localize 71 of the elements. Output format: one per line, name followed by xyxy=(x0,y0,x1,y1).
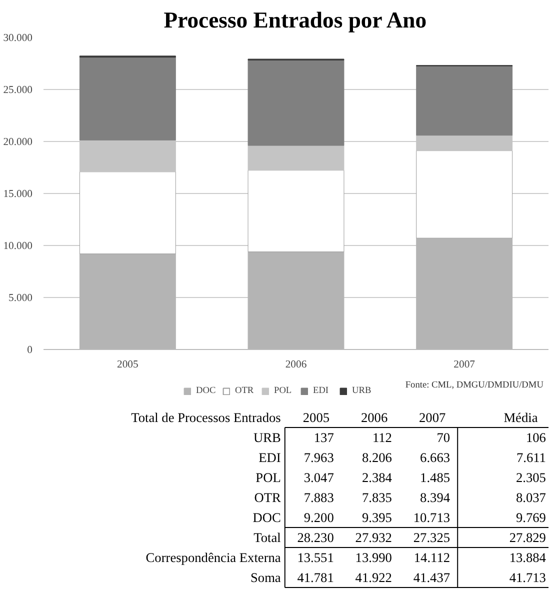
bar xyxy=(79,172,176,254)
legend-label: EDI xyxy=(313,386,330,396)
source-note: Fonte: CML, DMGU/DMDIU/DMU xyxy=(405,380,544,390)
text: 14.112 xyxy=(414,550,450,565)
bar xyxy=(248,60,344,146)
x-tick-label: 2005 xyxy=(117,360,138,370)
text: 112 xyxy=(372,430,392,445)
text: 13.990 xyxy=(355,550,392,565)
text: 41.922 xyxy=(355,570,392,585)
text: 2.305 xyxy=(516,470,546,485)
text: Total xyxy=(254,530,282,545)
y-tick-label: 20.000 xyxy=(3,137,33,148)
bar xyxy=(248,145,344,171)
x-tick-label: 2007 xyxy=(454,360,476,370)
bar xyxy=(416,150,513,238)
text: 7.611 xyxy=(516,450,546,465)
text: POL xyxy=(256,470,281,485)
legend-label: OTR xyxy=(235,386,255,396)
text: 106 xyxy=(526,430,546,445)
text: 137 xyxy=(314,430,334,445)
text: 8.394 xyxy=(420,490,450,505)
text: URB xyxy=(253,430,281,445)
text: 2007 xyxy=(419,410,446,425)
text: 2.384 xyxy=(362,470,392,485)
text: 8.206 xyxy=(362,450,392,465)
text: 7.963 xyxy=(304,450,334,465)
text: 2006 xyxy=(360,410,388,425)
text: 41.713 xyxy=(509,570,546,585)
bar xyxy=(416,66,513,136)
text: 41.437 xyxy=(413,570,450,585)
y-tick-label: 25.000 xyxy=(3,85,33,96)
text: 3.047 xyxy=(304,470,334,485)
text: 9.769 xyxy=(516,510,546,525)
text: DOC xyxy=(252,510,281,525)
text: 27.829 xyxy=(509,530,546,545)
legend-label: DOC xyxy=(196,386,216,396)
text: EDI xyxy=(258,450,281,465)
text: 9.200 xyxy=(304,510,334,525)
text: 2005 xyxy=(302,410,330,425)
text: 41.781 xyxy=(297,570,334,585)
bar xyxy=(79,57,176,140)
text: 13.551 xyxy=(297,550,334,565)
x-tick-label: 2006 xyxy=(285,360,308,370)
text: 6.663 xyxy=(420,450,450,465)
text: 28.230 xyxy=(297,530,334,545)
text: 1.485 xyxy=(420,470,450,485)
text: 9.395 xyxy=(362,510,392,525)
legend-label: POL xyxy=(274,386,293,396)
y-tick-label: 10.000 xyxy=(3,241,33,252)
y-tick-label: 0 xyxy=(27,345,32,356)
y-tick-label: 5.000 xyxy=(8,293,33,304)
text: 27.932 xyxy=(355,530,392,545)
text: Total de Processos Entrados xyxy=(131,410,281,425)
legend-label: URB xyxy=(352,386,372,396)
text: Soma xyxy=(250,570,281,585)
y-tick-label: 30.000 xyxy=(3,33,33,44)
text: 10.713 xyxy=(413,510,450,525)
chart-title: Processo Entrados por Ano xyxy=(164,8,427,32)
text: Correspondência Externa xyxy=(146,550,281,565)
text: 7.883 xyxy=(304,490,334,505)
text: Média xyxy=(504,410,538,425)
text: 27.325 xyxy=(413,530,450,545)
y-tick-label: 15.000 xyxy=(3,189,33,200)
text: OTR xyxy=(254,490,281,505)
bar xyxy=(79,140,176,172)
bar xyxy=(248,170,344,252)
bar xyxy=(416,135,513,152)
text: 7.835 xyxy=(362,490,392,505)
text: 70 xyxy=(436,430,450,445)
text: 8.037 xyxy=(516,490,546,505)
text: 13.884 xyxy=(509,550,546,565)
